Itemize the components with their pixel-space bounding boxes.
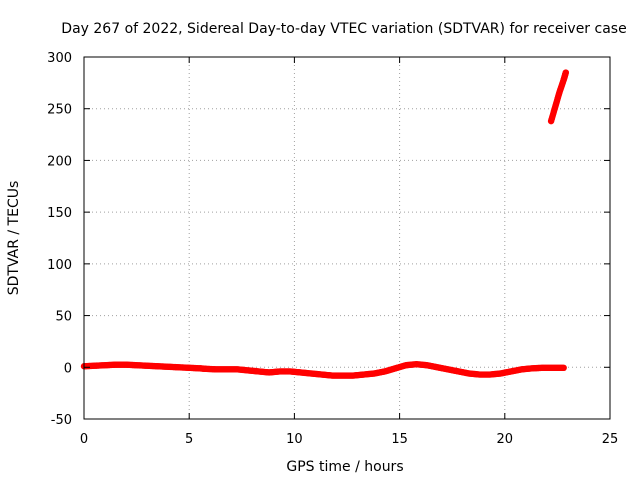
y-tick-label: 0 — [64, 361, 72, 376]
y-tick-label: 150 — [47, 206, 72, 221]
x-tick-label: 10 — [286, 432, 303, 447]
y-tick-label: 250 — [47, 103, 72, 118]
y-axis-label: SDTVAR / TECUs — [6, 181, 22, 296]
y-tick-label: 300 — [47, 51, 72, 66]
data-points — [80, 69, 570, 379]
x-tick-label: 0 — [80, 432, 88, 447]
plot-frame — [83, 56, 611, 420]
chart-title: Day 267 of 2022, Sidereal Day-to-day VTE… — [61, 21, 626, 37]
x-tick-label: 20 — [497, 432, 514, 447]
x-tick-label: 5 — [185, 432, 193, 447]
x-tick-label: 15 — [391, 432, 408, 447]
x-tick-label: 25 — [602, 432, 619, 447]
y-tick-label: -50 — [51, 413, 72, 428]
y-tick-label: 200 — [47, 154, 72, 169]
data-point — [560, 364, 567, 372]
grid-lines — [84, 57, 610, 419]
data-point — [562, 69, 570, 76]
y-tick-label: 50 — [55, 310, 72, 325]
axis-ticks: 0 5 10 15 20 25 -50 0 50 100 150 200 250 300 — [47, 51, 618, 447]
y-tick-label: 100 — [47, 258, 72, 273]
x-axis-label: GPS time / hours — [286, 459, 403, 475]
